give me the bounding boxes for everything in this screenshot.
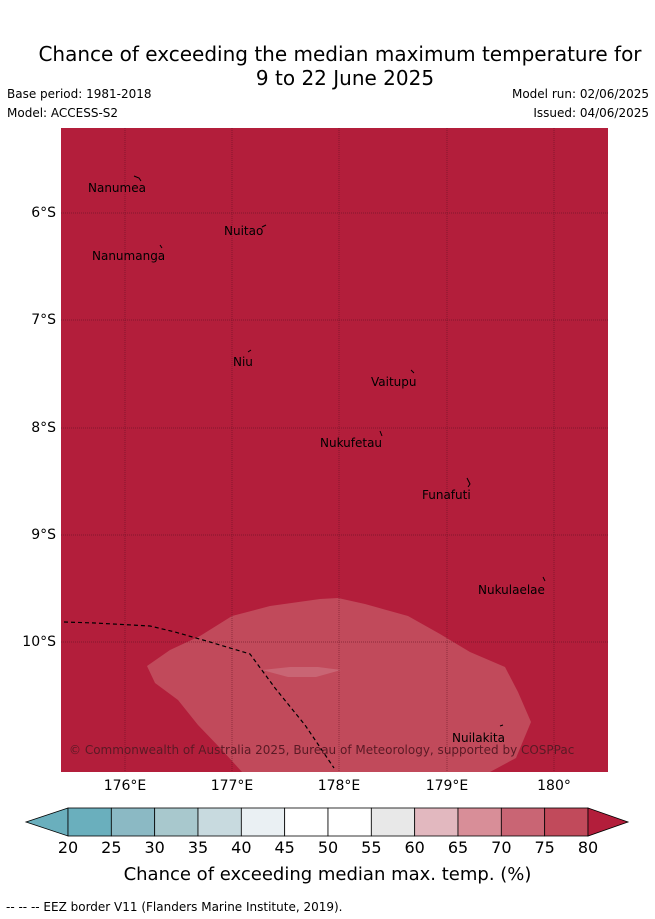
colorbar-tick-label: 60 [404,838,425,857]
place-label: Nukulaelae [478,583,545,597]
colorbar-segment [327,807,372,837]
lat-label: 6°S [31,205,56,221]
lon-label: 176°E [103,778,147,794]
map-title-line1: Chance of exceeding the median maximum t… [38,42,642,66]
graticule [61,128,608,772]
lat-label: 9°S [31,527,56,543]
base-period: Base period: 1981-2018 [7,87,152,101]
place-label: Nanumanga [92,249,165,263]
colorbar-tick-label: 75 [534,838,555,857]
issued-date: Issued: 04/06/2025 [533,106,649,120]
island-shapes [133,175,546,727]
map-title-line2: 9 to 22 June 2025 [255,66,435,90]
colorbar-tick-label: 80 [577,838,599,857]
place-label: Vaitupu [371,375,417,389]
lat-label: 7°S [31,312,56,328]
place-label: Niu [233,355,253,369]
colorbar-segment [284,807,329,837]
place-label: Nuilakita [452,731,505,745]
lon-label: 178°E [317,778,361,794]
colorbar-segment [110,807,156,837]
eez-border [63,621,335,769]
place-label: Funafuti [422,488,471,502]
lon-label: 179°E [425,778,469,794]
lat-label: 8°S [31,420,56,436]
colorbar-extend-high [587,807,630,837]
lat-label: 10°S [22,634,56,650]
colorbar-segment [500,807,546,837]
colorbar-tick-label: 40 [231,838,252,857]
colorbar-segment [370,807,416,837]
colorbar-tick-label: 45 [274,838,295,857]
legend-eez-border: -- -- -- EEZ border V11 (Flanders Marine… [6,900,343,914]
colorbar-label: Chance of exceeding median max. temp. (%… [123,864,532,885]
probability-region-65-70 [262,667,341,677]
place-label: Nanumea [88,181,146,195]
colorbar-segment [457,807,502,837]
colorbar-segment [154,807,199,837]
model-name: Model: ACCESS-S2 [7,106,119,120]
colorbar-extend-low [24,807,69,837]
place-label: Nuitao [224,224,263,238]
colorbar [24,807,630,837]
place-label: Nukufetau [320,436,382,450]
colorbar-tick-label: 35 [187,838,209,857]
colorbar-tick-label: 25 [101,838,122,857]
lon-label: 177°E [210,778,254,794]
colorbar-tick-label: 65 [447,838,469,857]
colorbar-segment [414,807,459,837]
colorbar-segment [240,807,286,837]
lon-label: 180° [537,778,571,794]
colorbar-segment [197,807,242,837]
colorbar-segment [544,807,589,837]
colorbar-tick-label: 70 [491,838,512,857]
colorbar-tick-label: 20 [57,838,79,857]
copyright-notice: © Commonwealth of Australia 2025, Bureau… [69,743,574,757]
colorbar-segment [67,807,112,837]
model-run: Model run: 02/06/2025 [511,87,649,101]
colorbar-tick-label: 55 [361,838,382,857]
colorbar-tick-label: 30 [144,838,165,857]
colorbar-tick-label: 50 [317,838,339,857]
